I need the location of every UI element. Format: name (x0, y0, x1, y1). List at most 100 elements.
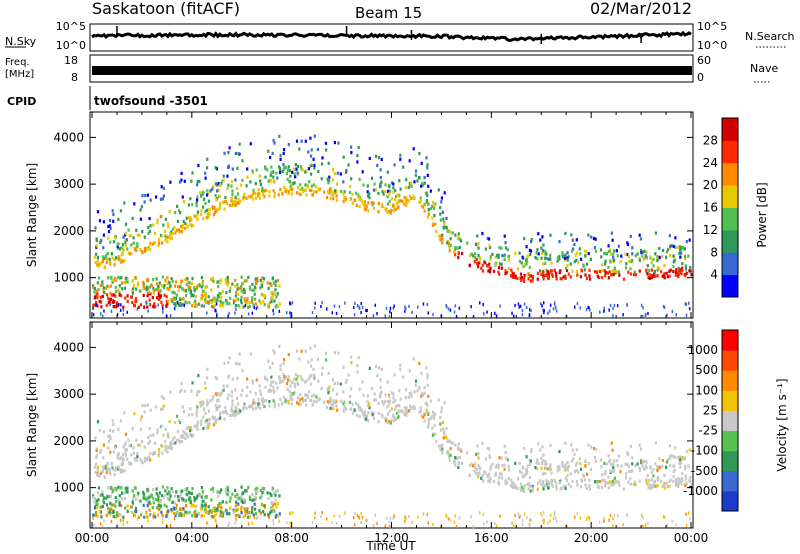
echo-cell (162, 286, 165, 290)
echo-cell (616, 514, 619, 518)
echo-cell (178, 440, 181, 444)
echo-cell (298, 147, 301, 151)
echo-cell (207, 191, 210, 195)
echo-cell (579, 462, 582, 466)
echo-cell (136, 242, 139, 246)
echo-cell (408, 409, 411, 413)
echo-cell (105, 496, 108, 500)
echo-cell (249, 497, 252, 501)
echo-cell (193, 214, 196, 218)
echo-cell (95, 252, 98, 256)
echo-cell (288, 179, 291, 184)
echo-cell (615, 249, 618, 253)
echo-cell (573, 260, 576, 264)
echo-cell (587, 252, 590, 256)
echo-cell (229, 296, 232, 300)
echo-cell (211, 486, 215, 490)
echo-cell (195, 204, 198, 208)
echo-cell (627, 270, 630, 274)
echo-cell (542, 518, 544, 522)
echo-cell (149, 224, 152, 228)
echo-cell (109, 284, 112, 288)
echo-cell (350, 387, 353, 391)
echo-cell (429, 189, 432, 193)
echo-cell (419, 406, 422, 410)
echo-cell (206, 189, 209, 193)
echo-cell (640, 459, 643, 463)
echo-cell (388, 192, 391, 196)
echo-cell (528, 475, 531, 480)
echo-cell (108, 467, 111, 471)
echo-cell (313, 400, 316, 404)
echo-cell (477, 265, 480, 269)
echo-cell (252, 188, 255, 192)
echo-cell (246, 377, 249, 381)
echo-cell (610, 483, 613, 487)
echo-cell (378, 156, 381, 160)
echo-cell (105, 303, 108, 307)
echo-cell (248, 404, 251, 409)
echo-cell (504, 269, 507, 273)
echo-cell (631, 456, 634, 460)
echo-cell (181, 279, 184, 283)
echo-cell (386, 405, 389, 409)
noise-panel: N.Sky 10^5 10^0 10^5 10^0 N.Search (5, 20, 795, 52)
echo-cell (93, 296, 96, 300)
echo-cell (257, 404, 260, 408)
echo-cell (414, 379, 418, 383)
echo-cell (320, 387, 323, 391)
echo-cell (399, 367, 402, 371)
echo-cell (171, 489, 174, 494)
echo-cell (247, 312, 250, 316)
echo-cell (613, 459, 616, 463)
echo-cell (496, 463, 499, 468)
echo-cell (277, 304, 280, 308)
echo-cell (526, 259, 529, 263)
echo-cell (144, 194, 147, 198)
echo-cell (433, 203, 436, 207)
echo-cell (310, 358, 313, 362)
echo-cell (180, 178, 183, 182)
echo-cell (106, 284, 109, 288)
echo-cell (304, 398, 307, 402)
echo-cell (536, 277, 539, 281)
echo-cell (638, 258, 641, 262)
echo-cell (263, 294, 266, 298)
echo-cell (631, 246, 634, 250)
echo-cell (626, 452, 630, 457)
echo-cell (199, 422, 203, 427)
echo-cell (518, 305, 521, 309)
echo-cell (190, 504, 193, 508)
echo-cell (173, 517, 176, 521)
echo-cell (567, 254, 570, 258)
echo-cell (530, 238, 533, 242)
echo-cell (134, 458, 137, 462)
echo-cell (440, 200, 443, 204)
echo-cell (479, 511, 481, 515)
echo-cell (481, 479, 485, 483)
echo-cell (520, 276, 523, 280)
echo-cell (210, 277, 213, 282)
echo-cell (200, 209, 203, 213)
echo-cell (528, 484, 532, 488)
echo-cell (217, 417, 220, 421)
echo-cell (263, 513, 266, 517)
echo-cell (656, 484, 659, 488)
echo-cell (139, 217, 142, 221)
echo-cell (113, 468, 116, 472)
echo-cell (610, 441, 613, 445)
echo-cell (95, 454, 98, 458)
echo-cell (235, 298, 238, 302)
echo-cell (97, 288, 100, 292)
echo-cell (240, 508, 243, 513)
echo-cell (206, 376, 209, 380)
echo-cell (353, 306, 355, 310)
echo-cell (556, 469, 559, 473)
echo-cell (609, 513, 612, 518)
echo-cell (208, 417, 212, 421)
echo-cell (195, 304, 198, 308)
echo-cell (120, 497, 124, 501)
echo-cell (401, 409, 404, 413)
echo-cell (310, 148, 313, 152)
echo-cell (104, 255, 107, 259)
